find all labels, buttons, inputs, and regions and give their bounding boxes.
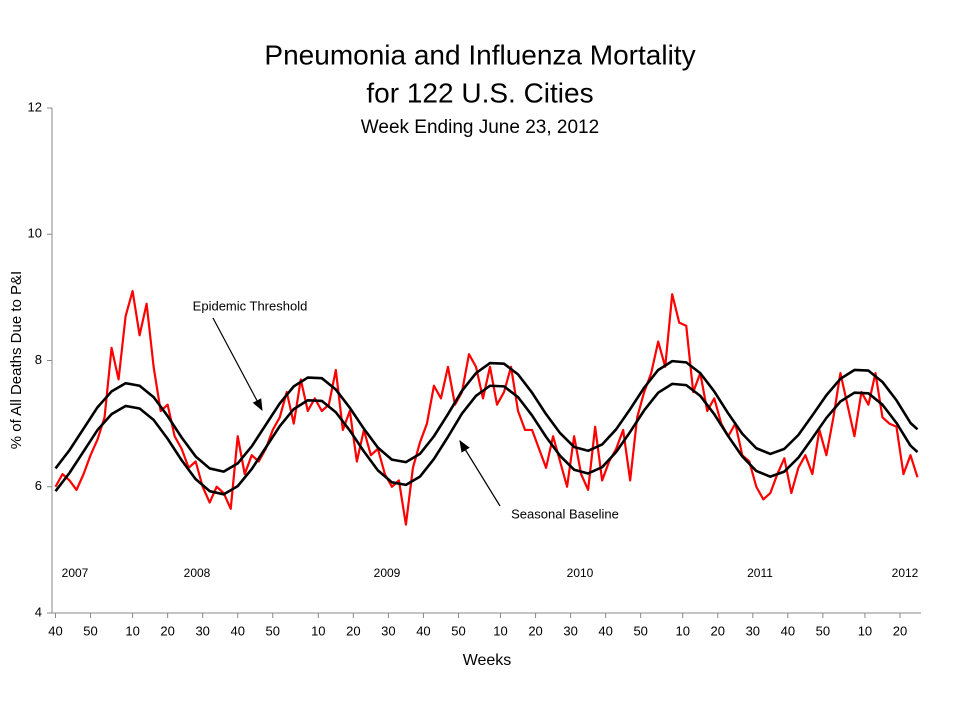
x-tick-label: 40 xyxy=(48,623,62,638)
x-tick-label: 50 xyxy=(816,623,830,638)
x-tick-label: 50 xyxy=(83,623,97,638)
year-label: 2011 xyxy=(747,566,773,580)
x-tick-label: 40 xyxy=(598,623,612,638)
annotation-arrow xyxy=(459,439,501,507)
x-tick-label: 10 xyxy=(675,623,689,638)
x-tick-label: 30 xyxy=(381,623,395,638)
x-tick-label: 50 xyxy=(266,623,280,638)
chart-title: Pneumonia and Influenza Mortality xyxy=(264,39,695,70)
y-tick-label: 4 xyxy=(35,604,42,619)
year-label: 2009 xyxy=(374,566,401,580)
y-tick-label: 8 xyxy=(35,352,42,367)
annotation: Epidemic Threshold xyxy=(193,298,308,313)
year-label: 2012 xyxy=(892,566,919,580)
baseline-line xyxy=(54,382,919,496)
x-tick-label: 30 xyxy=(563,623,577,638)
x-tick-label: 10 xyxy=(858,623,872,638)
x-tick-label: 40 xyxy=(781,623,795,638)
year-label: 2007 xyxy=(62,566,89,580)
x-tick-label: 40 xyxy=(230,623,244,638)
x-tick-label: 10 xyxy=(125,623,139,638)
y-tick-label: 10 xyxy=(28,226,42,241)
x-tick-label: 20 xyxy=(528,623,542,638)
y-tick-label: 6 xyxy=(35,478,42,493)
x-tick-label: 20 xyxy=(346,623,360,638)
y-tick-label: 12 xyxy=(28,99,42,114)
chart-title-line2: for 122 U.S. Cities xyxy=(366,77,593,108)
x-tick-label: 10 xyxy=(493,623,507,638)
baseline-line xyxy=(54,359,919,473)
observed-line xyxy=(54,289,919,526)
x-axis-label: Weeks xyxy=(463,652,512,669)
x-tick-label: 30 xyxy=(195,623,209,638)
x-tick-label: 50 xyxy=(633,623,647,638)
x-tick-label: 10 xyxy=(311,623,325,638)
x-tick-label: 20 xyxy=(160,623,174,638)
year-label: 2008 xyxy=(184,566,211,580)
x-tick-label: 30 xyxy=(746,623,760,638)
annotation: Seasonal Baseline xyxy=(511,506,619,521)
x-tick-label: 20 xyxy=(711,623,725,638)
chart-subtitle: Week Ending June 23, 2012 xyxy=(361,117,599,138)
x-tick-label: 50 xyxy=(451,623,465,638)
y-axis-label: % of All Deaths Due to P&I xyxy=(8,271,25,449)
year-label: 2010 xyxy=(567,566,594,580)
x-tick-label: 40 xyxy=(416,623,430,638)
annotation-arrow xyxy=(212,317,263,412)
x-tick-label: 20 xyxy=(893,623,907,638)
